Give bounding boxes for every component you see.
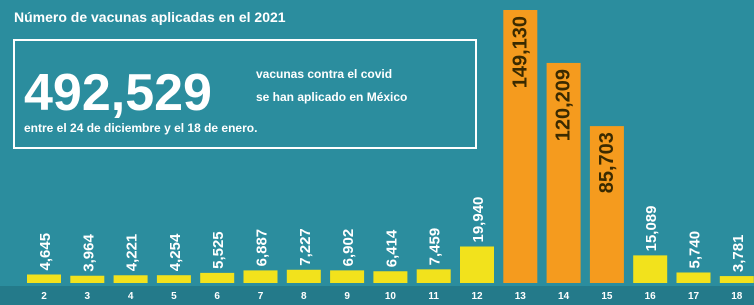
description-line: entre el 24 de diciembre y el 18 de ener… [24,121,257,135]
bar [417,269,451,283]
value-label: 4,221 [124,234,141,272]
x-tick-label: 3 [85,291,91,302]
x-tick-label: 16 [645,291,657,302]
value-label: 15,089 [643,205,660,251]
x-tick-label: 12 [471,291,483,302]
value-label: 3,781 [730,235,747,273]
bar [70,276,104,283]
axis-strip [0,286,754,305]
x-tick-label: 13 [515,291,527,302]
bar [677,272,711,283]
bar [114,275,148,283]
bar [287,270,321,283]
value-label: 3,964 [80,234,97,272]
x-tick-label: 11 [428,291,439,302]
x-tick-label: 7 [258,291,264,302]
bar [460,246,494,283]
x-tick-label: 18 [731,291,743,302]
chart: Número de vacunas aplicadas en el 2021 4… [0,0,754,305]
bar [373,271,407,283]
bar [244,270,278,283]
bar [157,275,191,283]
description-line: se han aplicado en México [256,90,407,104]
x-tick-label: 9 [344,291,350,302]
headline-number: 492,529 [24,64,212,122]
value-label: 120,209 [553,69,575,141]
x-tick-label: 17 [688,291,700,302]
value-label: 6,902 [340,229,357,267]
value-label: 149,130 [509,16,531,88]
value-label: 5,525 [210,231,227,269]
value-label: 19,940 [470,197,487,243]
value-label: 5,740 [687,231,704,269]
value-label: 6,414 [383,229,400,267]
x-tick-label: 5 [171,291,177,302]
description-line: vacunas contra el covid [256,67,392,81]
value-label: 4,254 [167,233,184,271]
value-label: 85,703 [596,132,618,193]
x-tick-label: 8 [301,291,307,302]
x-tick-label: 14 [558,291,570,302]
bar [633,255,667,283]
value-label: 7,459 [427,228,444,266]
value-label: 4,645 [37,233,54,271]
bar [27,274,61,283]
x-tick-label: 4 [128,291,134,302]
value-label: 6,887 [254,229,271,267]
bar [720,276,754,283]
chart-title: Número de vacunas aplicadas en el 2021 [14,9,286,25]
x-tick-label: 6 [214,291,220,302]
value-label: 7,227 [297,228,314,266]
bar [200,273,234,283]
bar [330,270,364,283]
x-tick-label: 2 [41,291,47,302]
x-tick-label: 15 [601,291,613,302]
x-tick-label: 10 [385,291,397,302]
